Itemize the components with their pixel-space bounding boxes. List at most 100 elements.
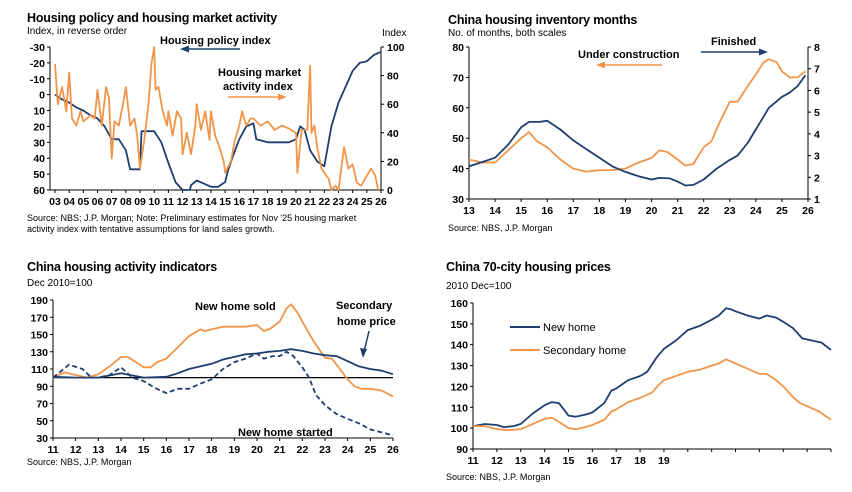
- chart-title: Housing policy and housing market activi…: [27, 11, 277, 25]
- finished-arrow-icon: [701, 48, 768, 56]
- y-tick-label-right: 4: [814, 129, 820, 141]
- y-tick-label-left: 50: [36, 416, 48, 428]
- y-tick-label-left: 40: [33, 153, 45, 165]
- secondary-price-arrow-icon: [360, 330, 370, 358]
- policy-index-label: Housing policy index: [160, 35, 272, 47]
- y-tick-label-left: 140: [450, 340, 468, 352]
- x-tick-label: 13: [92, 444, 104, 456]
- x-tick-label: 20: [290, 196, 302, 208]
- y-tick-label-left: 70: [36, 399, 48, 411]
- x-tick-label: 26: [802, 205, 814, 217]
- x-tick-label: 22: [698, 205, 710, 217]
- x-tick-label: 23: [724, 205, 736, 217]
- new-home-started-label: New home started: [238, 427, 333, 439]
- x-tick-label: 20: [251, 444, 263, 456]
- chart-source: Source: NBS; J.P. Morgan; Note: Prelimin…: [27, 213, 357, 223]
- x-tick-label: 19: [658, 455, 670, 467]
- x-tick-label: 11: [47, 444, 58, 456]
- y-tick-label-left: 80: [452, 42, 464, 54]
- plot-area-4: 90 100 110 120 130 140 150 160 11 12 13 14 15 16 17 18 1…: [450, 298, 832, 467]
- y-tick-label-right: 20: [387, 156, 399, 168]
- y-tick-label-left: 190: [30, 295, 48, 307]
- y-tick-label-left: 60: [33, 185, 45, 197]
- y-tick-label-right: 7: [814, 64, 820, 76]
- under-construction-label: Under construction: [578, 49, 680, 61]
- series-line-housing-market-activity-index: [54, 46, 380, 191]
- market-arrow-icon: [228, 93, 287, 101]
- new-home-sold-label: New home sold: [195, 301, 276, 313]
- x-tick-label: 03: [49, 196, 61, 208]
- y-tick-label-left: 90: [456, 444, 468, 456]
- x-tick-label: 21: [304, 196, 316, 208]
- secondary-price-label-1: Secondary: [336, 300, 393, 312]
- y-tick-label-left: 150: [450, 319, 468, 331]
- x-tick-label: 24: [750, 205, 762, 217]
- x-tick-label: 25: [361, 196, 373, 208]
- y-tick-label-right: 60: [387, 99, 399, 111]
- y-tick-label-left: 90: [36, 381, 48, 393]
- y-tick-label-left: 110: [451, 402, 468, 414]
- x-tick-label: 24: [342, 444, 354, 456]
- secondary-price-label-2: home price: [337, 316, 396, 328]
- y-tick-label-right: 100: [387, 42, 405, 54]
- x-tick-label: 14: [489, 205, 501, 217]
- series-line-finished: [468, 74, 807, 187]
- x-tick-label: 15: [515, 205, 527, 217]
- chart-source: Source: NBS, J.P. Morgan: [448, 223, 552, 233]
- chart-housing-policy: Housing policy and housing market activi…: [27, 11, 406, 234]
- series-line-new-home-sold: [52, 303, 394, 398]
- y-tick-label-left: 30: [452, 194, 464, 206]
- x-tick-label: 04: [63, 196, 75, 208]
- x-tick-label: 13: [463, 205, 475, 217]
- series-line-under-construction: [468, 58, 806, 173]
- x-tick-label: 23: [319, 444, 331, 456]
- x-tick-label: 14: [115, 444, 127, 456]
- chart-source-note: activity index with tentative assumption…: [27, 224, 275, 234]
- x-tick-label: 17: [183, 444, 195, 456]
- x-tick-label: 19: [228, 444, 240, 456]
- y-tick-label-left: 50: [452, 133, 464, 145]
- x-tick-label: 18: [206, 444, 218, 456]
- x-tick-label: 07: [106, 196, 118, 208]
- y-tick-label-left: -10: [30, 74, 45, 86]
- y-tick-label-left: 130: [30, 347, 48, 359]
- x-tick-label: 25: [776, 205, 788, 217]
- market-index-label-1: Housing market: [218, 67, 301, 79]
- y-tick-label-right: 8: [814, 42, 820, 54]
- series-line-secondary-home-price: [52, 348, 394, 379]
- x-tick-label: 21: [274, 444, 286, 456]
- x-tick-label: 11: [467, 455, 478, 467]
- y-tick-label-right: 6: [814, 85, 820, 97]
- policy-arrow-icon: [180, 45, 240, 53]
- x-tick-label: 16: [586, 455, 598, 467]
- y-tick-label-left: 30: [36, 433, 48, 445]
- legend-label-secondary-home: Secondary home: [543, 345, 626, 357]
- x-tick-label: 26: [387, 444, 399, 456]
- x-tick-label: 12: [491, 455, 503, 467]
- x-tick-label: 19: [620, 205, 632, 217]
- x-tick-label: 10: [148, 196, 160, 208]
- x-tick-label: 18: [634, 455, 646, 467]
- x-tick-label: 13: [515, 455, 527, 467]
- legend-label-new-home: New home: [543, 322, 596, 334]
- chart-title: China housing activity indicators: [27, 260, 217, 274]
- chart-subtitle: Index, in reverse order: [27, 26, 128, 37]
- y-tick-label-left: 120: [450, 381, 468, 393]
- right-axis-label: Index: [382, 28, 406, 39]
- y-tick-label-left: -20: [30, 58, 45, 70]
- series-line-new-home: [472, 307, 832, 428]
- chart-source: Source: NBS, J.P. Morgan: [27, 457, 131, 467]
- y-tick-label-left: 60: [452, 103, 464, 115]
- y-tick-label-left: 130: [450, 361, 468, 373]
- x-tick-label: 12: [70, 444, 82, 456]
- x-tick-label: 06: [92, 196, 104, 208]
- y-tick-label-right: 5: [814, 107, 820, 119]
- x-tick-label: 15: [563, 455, 575, 467]
- y-tick-label-left: 100: [450, 423, 468, 435]
- y-tick-label-right: 2: [814, 172, 820, 184]
- x-tick-label: 16: [541, 205, 553, 217]
- y-tick-label-right: 40: [387, 128, 399, 140]
- plot-area-3: 30 50 70 90 110 130 150 170 190 11 12 13 14 15 16 17 18 1…: [30, 295, 399, 456]
